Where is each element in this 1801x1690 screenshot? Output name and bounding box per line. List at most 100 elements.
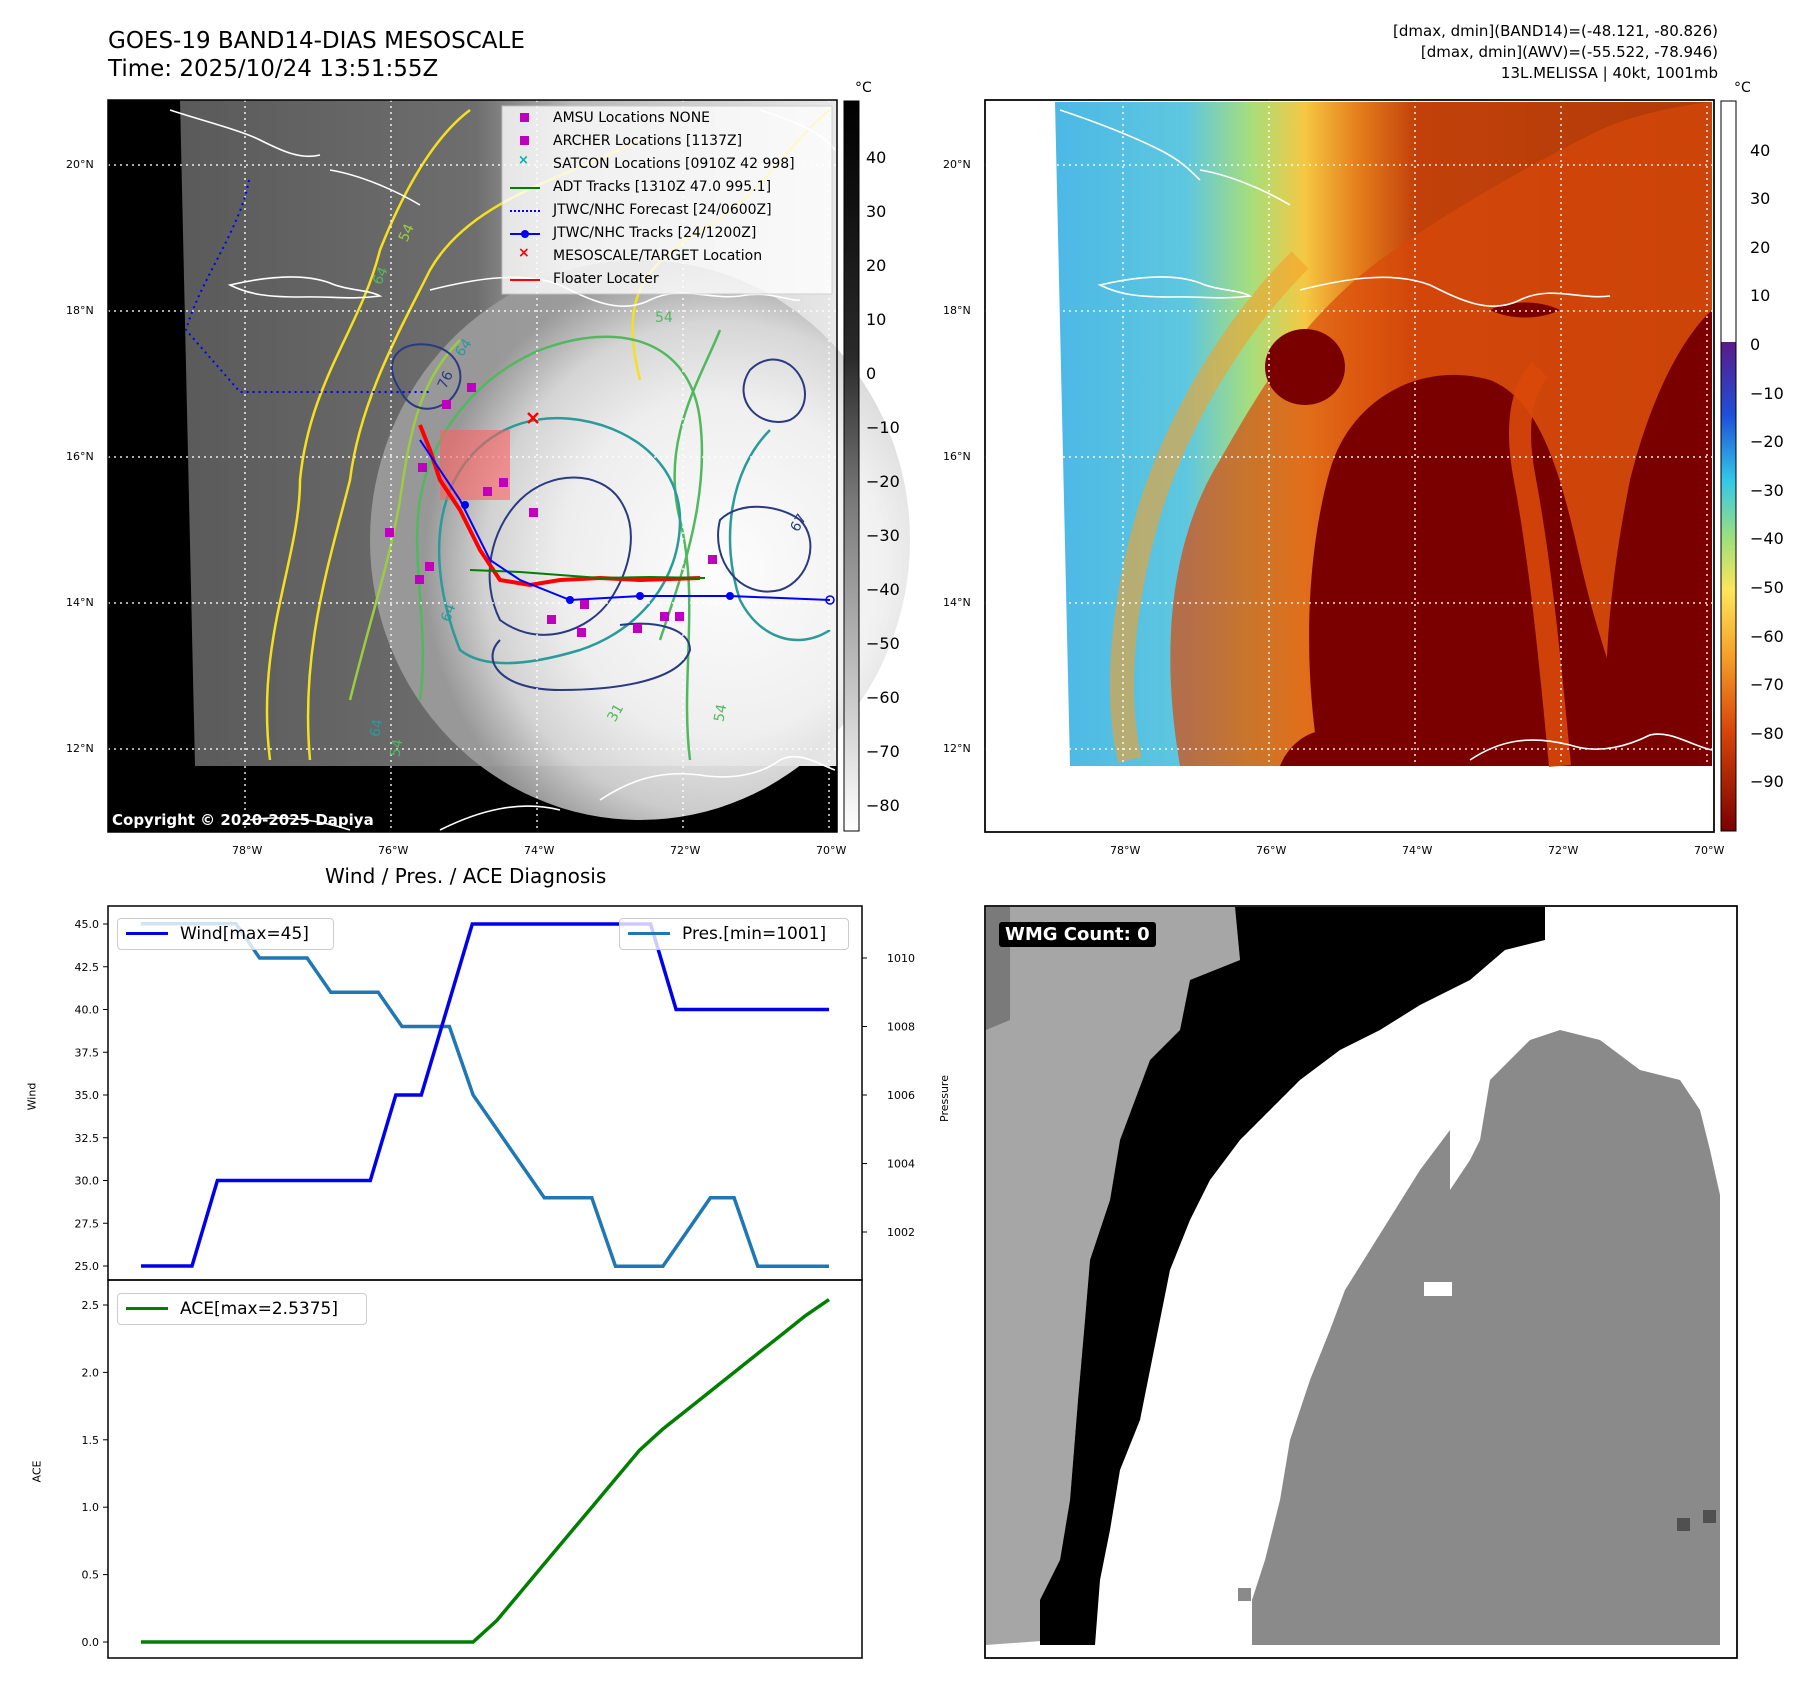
- cb-tick: 0: [866, 364, 877, 383]
- wmg-count-badge: WMG Count: 0: [999, 922, 1156, 947]
- contour-label: 64: [367, 717, 387, 739]
- lat-label: 18°N: [943, 304, 971, 317]
- pressure-legend-label: Pres.[min=1001]: [682, 924, 827, 944]
- legend-amsu-label: AMSU Locations NONE: [553, 110, 711, 126]
- wind-legend-line: [126, 932, 168, 935]
- jtwc-forecast-track: [184, 179, 430, 393]
- legend-target-marker: ×: [518, 245, 530, 261]
- lat-label: 16°N: [943, 450, 971, 463]
- cb-tick: −60: [866, 688, 900, 707]
- archer-locations: [385, 383, 717, 637]
- target-location-marker: [527, 412, 539, 424]
- cb-tick: −30: [1750, 481, 1784, 500]
- legend-floater-label: Floater Locater: [553, 271, 659, 287]
- contour-label: 54: [387, 737, 407, 759]
- cb-tick: 10: [866, 310, 887, 329]
- legend-forecast-line: [510, 210, 540, 212]
- figure-time: Time: 2025/10/24 13:51:55Z: [108, 56, 439, 82]
- copyright-label: Copyright © 2020-2025 Dapiya: [112, 811, 374, 829]
- cb-tick: −60: [1750, 627, 1784, 646]
- ace-legend: ACE[max=2.5375]: [117, 1293, 367, 1325]
- legend-amsu: [520, 113, 529, 122]
- colorbar-unit: °C: [855, 80, 872, 96]
- figure-title: GOES-19 BAND14-DIAS MESOSCALE: [108, 28, 525, 54]
- legend-forecast-label: JTWC/NHC Forecast [24/0600Z]: [553, 202, 772, 218]
- cb-tick: −20: [1750, 432, 1784, 451]
- lon-label: 72°W: [670, 844, 701, 857]
- colorbar-unit: °C: [1734, 80, 1751, 96]
- cb-tick: −40: [1750, 529, 1784, 548]
- cb-tick: 10: [1750, 286, 1771, 305]
- legend-satcon-marker: ×: [518, 153, 529, 168]
- cb-tick: −70: [866, 742, 900, 761]
- info-awv: [dmax, dmin](AWV)=(-55.522, -78.946): [1420, 43, 1718, 61]
- lon-label: 78°W: [1110, 844, 1141, 857]
- jtwc-track-points: [461, 501, 734, 604]
- cb-tick: −90: [1750, 772, 1784, 791]
- lon-label: 76°W: [1256, 844, 1287, 857]
- pressure-axis-label: Pressure: [937, 1075, 951, 1122]
- lat-label: 20°N: [66, 158, 94, 171]
- lat-label: 12°N: [66, 742, 94, 755]
- lon-label: 70°W: [1694, 844, 1725, 857]
- cb-tick: −50: [1750, 578, 1784, 597]
- lon-label: 78°W: [232, 844, 263, 857]
- lat-label: 16°N: [66, 450, 94, 463]
- colorbar-left: [843, 100, 860, 832]
- cb-tick: −30: [866, 526, 900, 545]
- lat-label: 20°N: [943, 158, 971, 171]
- cb-tick: 40: [866, 148, 887, 167]
- cb-tick: 0: [1750, 335, 1761, 354]
- lat-label: 12°N: [943, 742, 971, 755]
- lat-label: 14°N: [66, 596, 94, 609]
- legend-adt-line: [510, 187, 540, 189]
- ace-axis-label: ACE: [30, 1460, 44, 1483]
- lon-label: 74°W: [1402, 844, 1433, 857]
- pressure-legend: Pres.[min=1001]: [619, 918, 849, 950]
- wind-axis-label: Wind: [25, 1082, 39, 1111]
- cb-tick: 20: [866, 256, 887, 275]
- legend-tracks-label: JTWC/NHC Tracks [24/1200Z]: [553, 225, 757, 241]
- legend-target-label: MESOSCALE/TARGET Location: [553, 248, 763, 264]
- cb-tick: 20: [1750, 238, 1771, 257]
- legend-adt-label: ADT Tracks [1310Z 47.0 995.1]: [553, 179, 772, 195]
- lon-label: 72°W: [1548, 844, 1579, 857]
- lon-label: 74°W: [524, 844, 555, 857]
- legend-satcon-label: SATCON Locations [0910Z 42 998]: [553, 156, 795, 172]
- contour-label: 54: [655, 310, 673, 326]
- map-left-legend: [501, 105, 833, 295]
- wind-legend: Wind[max=45]: [117, 918, 334, 950]
- cb-tick: −20: [866, 472, 900, 491]
- adt-track: [469, 569, 706, 580]
- cb-tick: −10: [866, 418, 900, 437]
- cb-tick: 40: [1750, 141, 1771, 160]
- floater-box: [440, 430, 510, 500]
- ace-legend-label: ACE[max=2.5375]: [180, 1299, 338, 1319]
- lon-label: 76°W: [378, 844, 409, 857]
- contour-label: 54: [711, 702, 731, 724]
- cb-tick: 30: [866, 202, 887, 221]
- legend-archer-label: ARCHER Locations [1137Z]: [553, 133, 743, 149]
- legend-archer: [520, 136, 529, 145]
- info-band14: [dmax, dmin](BAND14)=(-48.121, -80.826): [1393, 22, 1718, 40]
- cb-tick: −50: [866, 634, 900, 653]
- info-storm: 13L.MELISSA | 40kt, 1001mb: [1500, 64, 1718, 82]
- colorbar-right: [1720, 100, 1737, 832]
- lon-label: 70°W: [816, 844, 847, 857]
- diagnosis-title: Wind / Pres. / ACE Diagnosis: [325, 864, 607, 888]
- cb-tick: −80: [1750, 724, 1784, 743]
- cb-tick: −40: [866, 580, 900, 599]
- lat-label: 14°N: [943, 596, 971, 609]
- cb-tick: −10: [1750, 384, 1784, 403]
- pressure-legend-line: [628, 932, 670, 935]
- ace-legend-line: [126, 1307, 168, 1310]
- cb-tick: 30: [1750, 189, 1771, 208]
- wind-legend-label: Wind[max=45]: [180, 924, 309, 944]
- legend-tracks-dot: [521, 230, 529, 238]
- jtwc-track: [419, 439, 831, 602]
- lat-label: 18°N: [66, 304, 94, 317]
- legend-floater-line: [510, 279, 540, 281]
- cb-tick: −70: [1750, 675, 1784, 694]
- cb-tick: −80: [866, 796, 900, 815]
